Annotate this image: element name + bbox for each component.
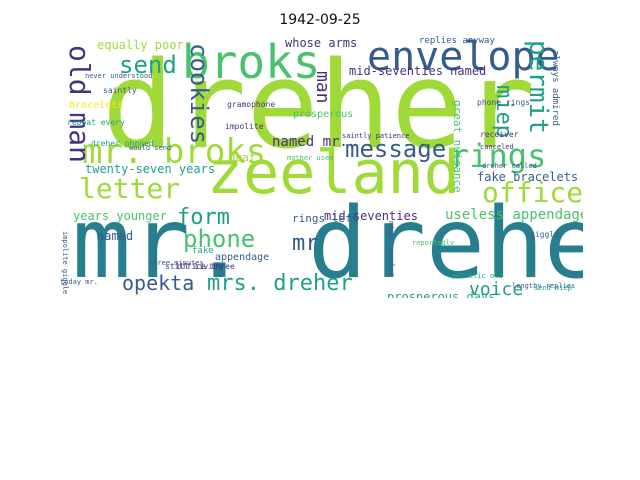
cloud-word: gramophone <box>227 100 276 109</box>
cloud-word: rings left <box>292 212 359 225</box>
cloud-word: bracelets <box>69 100 124 111</box>
cloud-word: impolite <box>225 122 264 131</box>
cloud-word: dreher called <box>482 162 537 170</box>
cloud-word: send miep <box>534 284 572 292</box>
cloud-word: impolite giggle <box>61 231 69 295</box>
cloud-word: lengthy replies <box>512 282 576 290</box>
cloud-word: opekta <box>122 271 195 295</box>
cloud-word: dreher phoned <box>91 139 154 148</box>
cloud-word: send <box>119 51 177 79</box>
cloud-word: mr <box>292 231 319 256</box>
cloud-word: zeeland <box>207 138 460 208</box>
cloud-word: phone <box>183 225 256 253</box>
cloud-word: phone rings <box>477 98 530 107</box>
cloud-word: great nuisance <box>451 100 464 193</box>
cloud-word: would send <box>129 144 172 152</box>
cloud-word: giggle <box>530 230 559 239</box>
cloud-word: man <box>312 71 333 104</box>
cloud-word: named <box>97 229 134 243</box>
cloud-word: saintly patience <box>342 132 410 140</box>
cloud-word: reportedly <box>412 239 455 247</box>
cloud-word: cookies <box>185 43 213 145</box>
cloud-word: receiver <box>480 130 519 139</box>
cloud-word: mr. broks <box>82 132 267 172</box>
cloud-word: dreher <box>102 37 536 176</box>
cloud-word: prosperous <box>293 109 354 120</box>
cloud-word: never understood <box>85 72 153 80</box>
cloud-word: replies anyway <box>419 36 495 46</box>
cloud-word: whose arms <box>285 36 358 50</box>
cloud-word: envelope <box>367 35 560 80</box>
cloud-word: still living <box>165 262 223 271</box>
cloud-word: always admired <box>550 50 560 126</box>
cloud-word: prosperous days <box>387 290 496 298</box>
cloud-word: letter <box>79 172 181 205</box>
cloud-word: fake <box>192 246 214 256</box>
cloud-word: permit <box>523 40 553 134</box>
cloud-word: saintly <box>103 86 137 95</box>
cloud-word: mother used <box>287 154 334 162</box>
cloud-word: mid-seventies named <box>349 64 487 78</box>
cloud-word: three minutes <box>149 259 204 267</box>
cloud-word: canceled <box>480 143 514 151</box>
cloud-word: mr. dreher <box>72 187 583 298</box>
cloud-word: office <box>482 176 583 209</box>
cloud-word: voice <box>469 279 524 299</box>
cloud-word: appendage <box>215 252 270 263</box>
cloud-word: message <box>345 135 447 163</box>
cloud-word: named mr. <box>272 134 348 150</box>
cloud-word: miep canceled <box>387 221 395 276</box>
chart-title: 1942-09-25 <box>279 12 361 28</box>
cloud-word: office three <box>177 262 235 271</box>
cloud-word: rings <box>450 137 547 175</box>
cloud-word: pathetic old <box>452 272 503 280</box>
cloud-word: mrs. dreher <box>207 271 353 296</box>
cloud-word: repeat every <box>67 118 125 127</box>
cloud-word: form <box>177 205 230 230</box>
cloud-word: mid-seventies <box>324 209 418 223</box>
cloud-word: equally poor <box>97 38 184 52</box>
cloud-word: today mr. <box>60 278 98 286</box>
cloud-word: years younger <box>73 209 167 223</box>
cloud-word: broks <box>182 35 321 89</box>
cloud-word: fake bracelets <box>477 170 579 184</box>
cloud-word: deaf <box>229 151 256 164</box>
cloud-word: useless appendage <box>445 207 583 223</box>
cloud-word: twenty-seven years <box>85 162 216 176</box>
